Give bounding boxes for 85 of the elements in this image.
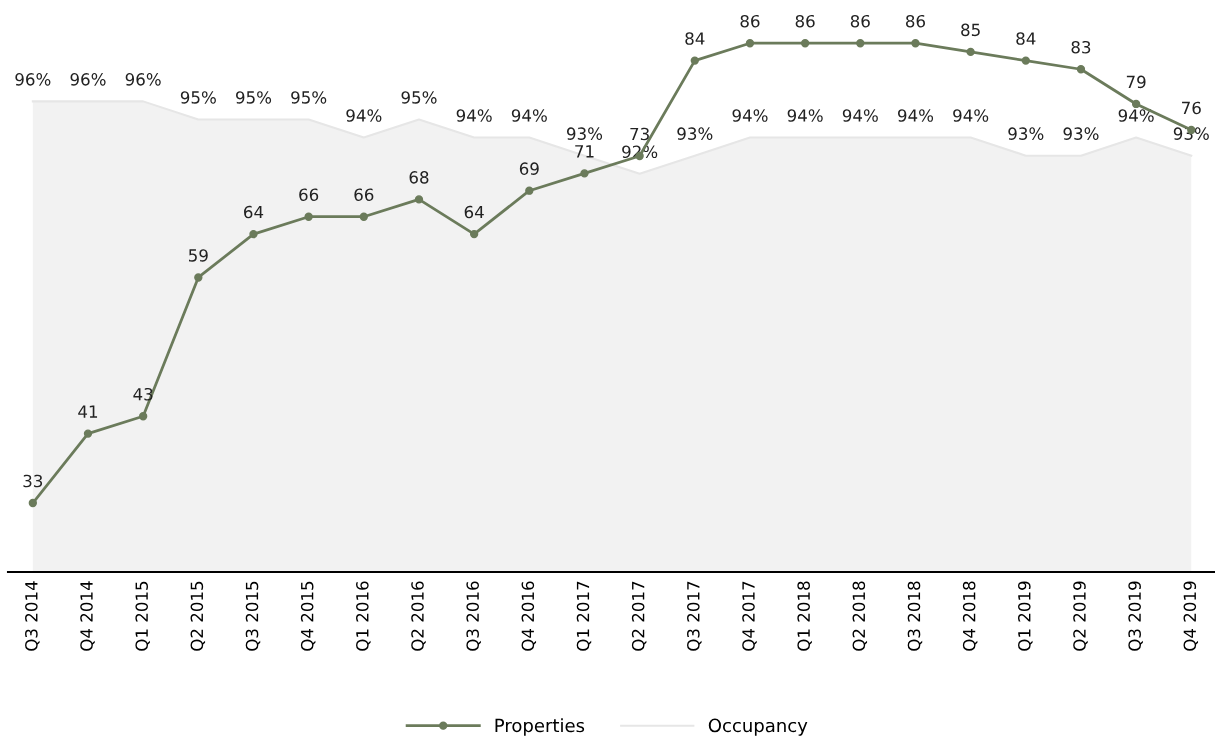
data-label: 93% bbox=[567, 127, 603, 140]
data-label: 86 bbox=[740, 14, 760, 28]
data-label: 94% bbox=[842, 109, 878, 122]
data-label: 59 bbox=[189, 249, 208, 262]
point bbox=[800, 39, 810, 48]
point bbox=[1076, 65, 1086, 74]
x-tick-label: Q2 2018 bbox=[852, 581, 868, 651]
x-tick-label: Q4 2018 bbox=[962, 581, 978, 651]
data-label: 94% bbox=[1118, 109, 1154, 122]
x-tick-label: Q4 2014 bbox=[80, 581, 95, 651]
x-tick-label: Q3 2019 bbox=[1128, 581, 1143, 651]
point bbox=[1021, 56, 1030, 65]
data-label: 96% bbox=[125, 73, 161, 86]
data-label: 79 bbox=[1126, 75, 1146, 89]
data-label: 69 bbox=[519, 162, 539, 175]
data-label: 95% bbox=[291, 91, 327, 104]
x-tick-label: Q4 2017 bbox=[742, 581, 757, 651]
point bbox=[83, 429, 93, 438]
x-tick-label: Q2 2015 bbox=[190, 581, 206, 651]
x-tick-label: Q3 2014 bbox=[25, 581, 40, 651]
data-label: 33 bbox=[23, 474, 43, 488]
data-label: 94% bbox=[897, 109, 934, 122]
point bbox=[138, 412, 148, 421]
data-label: 93% bbox=[1063, 127, 1099, 140]
x-tick-label: Q3 2016 bbox=[466, 581, 481, 651]
x-tick-label: Q4 2019 bbox=[1183, 581, 1199, 651]
x-tick-label: Q1 2017 bbox=[576, 581, 592, 651]
point bbox=[745, 39, 755, 48]
legend-label: Occupancy bbox=[708, 718, 808, 736]
data-label: 95% bbox=[236, 91, 272, 104]
data-label: 85 bbox=[961, 23, 980, 37]
data-label: 64 bbox=[244, 205, 264, 219]
point bbox=[194, 273, 203, 282]
x-tick-label: Q3 2015 bbox=[245, 581, 261, 651]
point bbox=[856, 39, 865, 48]
data-label: 66 bbox=[299, 188, 319, 201]
data-label: 64 bbox=[464, 205, 484, 219]
data-label: 94% bbox=[787, 109, 823, 122]
point bbox=[911, 39, 920, 48]
data-label: 94% bbox=[953, 109, 989, 122]
point bbox=[966, 47, 975, 57]
point bbox=[525, 186, 534, 195]
x-tick-label: Q4 2015 bbox=[300, 581, 316, 651]
data-label: 96% bbox=[15, 73, 51, 86]
data-label: 41 bbox=[78, 405, 98, 418]
data-label: 86 bbox=[905, 14, 926, 28]
point bbox=[28, 498, 37, 508]
data-label: 84 bbox=[1016, 32, 1036, 45]
data-label: 94% bbox=[732, 109, 768, 122]
x-tick-label: Q2 2019 bbox=[1073, 581, 1088, 651]
data-label: 94% bbox=[511, 109, 547, 122]
x-tick-label: Q1 2016 bbox=[356, 581, 371, 651]
data-label: 73 bbox=[630, 127, 649, 141]
x-tick-label: Q3 2018 bbox=[907, 581, 923, 651]
x-tick-label: Q1 2019 bbox=[1018, 581, 1033, 651]
data-label: 83 bbox=[1071, 40, 1091, 54]
point bbox=[469, 229, 479, 239]
point bbox=[359, 212, 368, 221]
x-tick-label: Q2 2017 bbox=[631, 581, 647, 651]
data-label: 66 bbox=[354, 188, 374, 201]
data-label: 94% bbox=[346, 109, 382, 122]
x-tick-label: Q4 2016 bbox=[521, 581, 537, 651]
data-label: 84 bbox=[685, 32, 705, 45]
point bbox=[304, 212, 313, 221]
legend-label: Properties bbox=[495, 718, 585, 736]
x-tick-label: Q1 2015 bbox=[135, 581, 150, 651]
data-label: 86 bbox=[795, 14, 815, 28]
data-label: 93% bbox=[677, 127, 713, 140]
data-label: 86 bbox=[850, 14, 870, 28]
data-label: 76 bbox=[1182, 101, 1201, 115]
data-label: 94% bbox=[456, 109, 492, 122]
point bbox=[690, 56, 699, 65]
point bbox=[580, 169, 589, 178]
point bbox=[249, 229, 258, 239]
data-label: 93% bbox=[1008, 127, 1044, 140]
data-label: 68 bbox=[409, 171, 429, 184]
data-label: 96% bbox=[70, 73, 106, 86]
data-label: 95% bbox=[180, 91, 216, 104]
x-tick-label: Q1 2018 bbox=[797, 581, 812, 651]
x-tick-label: Q3 2017 bbox=[687, 581, 702, 651]
data-label: 71 bbox=[575, 145, 594, 158]
point bbox=[414, 195, 424, 204]
x-tick-label: Q2 2016 bbox=[411, 581, 426, 651]
data-label: 95% bbox=[401, 91, 437, 104]
point bbox=[1131, 99, 1141, 109]
